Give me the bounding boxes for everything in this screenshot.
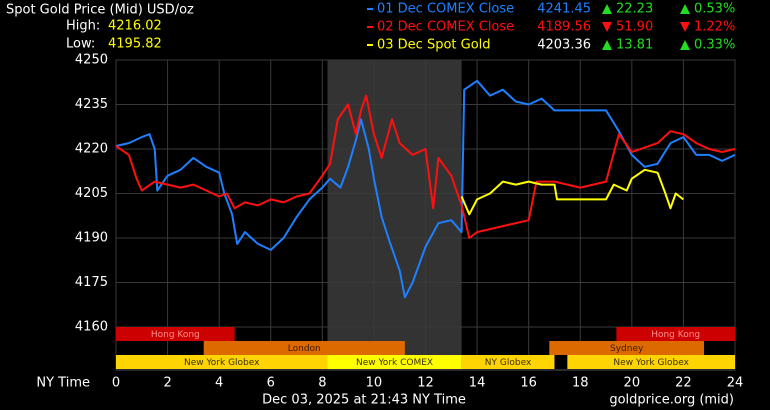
legend-change: 51.90 [616, 20, 653, 35]
session-band [116, 355, 328, 369]
session-label: London [288, 344, 321, 354]
session-band [203, 341, 405, 355]
y-tick-label: 4235 [75, 97, 108, 112]
x-tick-label: 6 [267, 376, 275, 391]
series-line [115, 79, 736, 299]
arrow-up [602, 40, 612, 50]
legend-change-pct: 0.53% [694, 2, 735, 17]
session-band [327, 355, 462, 369]
legend-label: 02 Dec COMEX Close [377, 20, 514, 35]
x-tick-label: 10 [366, 376, 383, 391]
legend-change: 22.23 [616, 2, 653, 17]
series-line [115, 94, 736, 239]
x-tick-label: 12 [417, 376, 434, 391]
legend-label: 03 Dec Spot Gold [377, 38, 491, 53]
chart-title: Spot Gold Price (Mid) USD/oz [6, 3, 194, 18]
arrow-down [602, 22, 612, 32]
legend-last: 4189.56 [537, 20, 591, 35]
session-label: New York COMEX [356, 358, 433, 368]
y-tick-label: 4190 [75, 230, 108, 245]
low-value: 4195.82 [108, 37, 162, 52]
session-band [461, 355, 555, 369]
low-label: Low: [66, 37, 95, 52]
legend-change-pct: 0.33% [694, 38, 735, 53]
session-label: Hong Kong [651, 330, 700, 340]
arrow-up [680, 4, 690, 14]
x-tick-label: 24 [727, 376, 744, 391]
x-tick-label: 20 [624, 376, 641, 391]
x-tick-label: 0 [112, 376, 120, 391]
session-label: New York Globex [613, 358, 689, 368]
x-tick-label: 22 [675, 376, 692, 391]
session-label: NY Globex [485, 358, 532, 368]
y-tick-label: 4205 [75, 186, 108, 201]
session-label: New York Globex [184, 358, 260, 368]
series-line [460, 168, 685, 216]
session-band [549, 341, 705, 355]
arrow-up [602, 4, 612, 14]
legend-change: 13.81 [616, 38, 653, 53]
y-tick-label: 4160 [75, 319, 108, 334]
legend-last: 4203.36 [537, 38, 591, 53]
x-tick-label: 8 [318, 376, 326, 391]
x-axis-label: NY Time [36, 376, 90, 391]
arrow-up [680, 40, 690, 50]
y-tick-label: 4220 [75, 141, 108, 156]
legend-last: 4241.45 [537, 2, 591, 17]
y-tick-label: 4175 [75, 275, 108, 290]
source: goldprice.org (mid) [609, 393, 734, 408]
x-tick-label: 18 [572, 376, 589, 391]
session-band [567, 355, 735, 369]
session-label: Sydney [610, 344, 644, 354]
high-value: 4216.02 [108, 19, 162, 34]
arrow-down [680, 22, 690, 32]
legend-change-pct: 1.22% [694, 20, 735, 35]
timestamp: Dec 03, 2025 at 21:43 NY Time [262, 393, 466, 408]
high-label: High: [66, 19, 100, 34]
x-tick-label: 2 [163, 376, 171, 391]
x-tick-label: 4 [215, 376, 223, 391]
session-band [116, 327, 235, 341]
legend-label: 01 Dec COMEX Close [377, 2, 514, 17]
x-tick-label: 16 [520, 376, 537, 391]
session-label: Hong Kong [151, 330, 200, 340]
y-tick-label: 4250 [75, 53, 108, 68]
x-tick-label: 14 [469, 376, 486, 391]
session-band [616, 327, 735, 341]
